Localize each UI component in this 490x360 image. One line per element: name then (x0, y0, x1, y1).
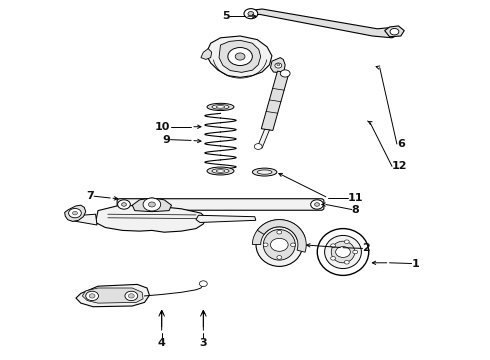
Polygon shape (252, 220, 305, 244)
Polygon shape (76, 284, 149, 307)
Circle shape (331, 257, 336, 260)
Circle shape (118, 200, 130, 209)
Circle shape (148, 202, 155, 207)
Circle shape (248, 12, 254, 16)
Text: 8: 8 (352, 204, 360, 215)
Circle shape (277, 256, 282, 259)
Circle shape (244, 9, 258, 19)
Polygon shape (65, 205, 86, 221)
Ellipse shape (317, 229, 368, 275)
Polygon shape (257, 129, 270, 148)
Circle shape (228, 48, 252, 66)
Ellipse shape (212, 168, 229, 174)
Text: 1: 1 (412, 258, 419, 269)
Polygon shape (201, 49, 212, 59)
Polygon shape (196, 215, 256, 222)
Circle shape (344, 261, 349, 264)
Ellipse shape (264, 230, 295, 260)
Ellipse shape (256, 223, 302, 266)
Circle shape (277, 64, 280, 66)
Circle shape (275, 63, 282, 68)
Ellipse shape (207, 167, 234, 175)
Polygon shape (261, 71, 289, 130)
Circle shape (277, 230, 282, 234)
Polygon shape (206, 36, 272, 77)
Circle shape (235, 53, 245, 60)
Circle shape (390, 28, 399, 35)
Text: 2: 2 (363, 243, 370, 253)
Circle shape (89, 294, 95, 298)
Text: 4: 4 (158, 338, 166, 348)
Ellipse shape (252, 168, 277, 176)
Text: 11: 11 (348, 193, 364, 203)
Text: 3: 3 (199, 338, 207, 348)
Text: 10: 10 (155, 122, 171, 132)
Polygon shape (270, 58, 285, 73)
Circle shape (311, 200, 323, 209)
Polygon shape (219, 40, 261, 72)
Polygon shape (132, 198, 172, 212)
Circle shape (280, 70, 290, 77)
Circle shape (122, 203, 126, 206)
Polygon shape (245, 9, 402, 38)
Text: 7: 7 (86, 191, 94, 201)
Ellipse shape (331, 241, 355, 263)
Ellipse shape (257, 170, 272, 174)
Text: 6: 6 (397, 139, 405, 149)
Ellipse shape (207, 103, 234, 111)
Text: 5: 5 (221, 11, 229, 21)
Circle shape (73, 211, 77, 215)
Ellipse shape (212, 104, 229, 109)
Circle shape (270, 238, 288, 251)
Text: 9: 9 (163, 135, 171, 145)
Circle shape (331, 244, 336, 247)
Circle shape (336, 247, 350, 257)
Circle shape (254, 144, 262, 149)
Ellipse shape (216, 105, 225, 108)
Circle shape (86, 291, 98, 301)
Circle shape (315, 203, 319, 206)
Circle shape (344, 240, 349, 243)
Circle shape (69, 208, 81, 218)
Polygon shape (70, 214, 97, 225)
Circle shape (199, 281, 207, 287)
Polygon shape (82, 288, 143, 303)
FancyBboxPatch shape (117, 199, 324, 210)
Ellipse shape (216, 170, 225, 172)
Ellipse shape (324, 235, 361, 269)
Circle shape (291, 243, 295, 247)
Polygon shape (257, 220, 306, 252)
Polygon shape (385, 26, 404, 37)
Circle shape (125, 291, 138, 301)
Text: 12: 12 (392, 161, 408, 171)
Circle shape (143, 198, 161, 211)
Circle shape (263, 243, 268, 247)
Circle shape (353, 250, 358, 254)
Polygon shape (96, 205, 206, 232)
Circle shape (128, 294, 134, 298)
